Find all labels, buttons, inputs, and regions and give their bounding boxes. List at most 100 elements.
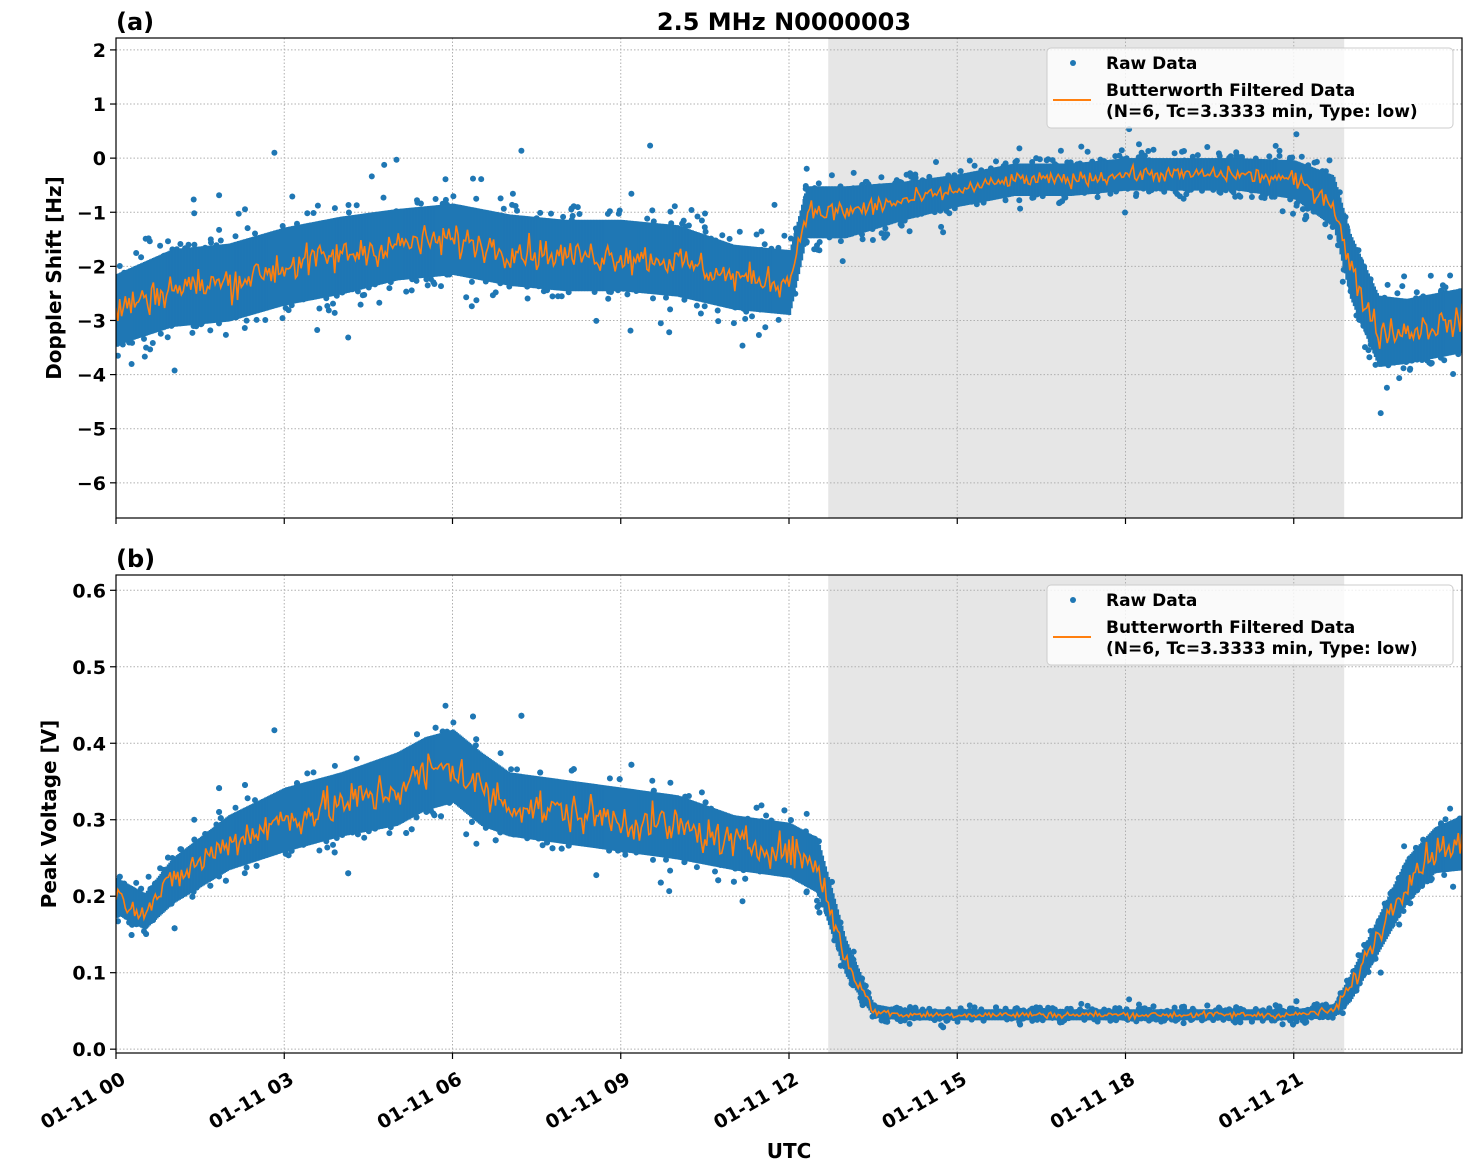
raw-point-band <box>581 219 584 292</box>
raw-point <box>715 318 722 325</box>
raw-point <box>781 232 788 239</box>
raw-point-band <box>1294 160 1297 200</box>
raw-point-band <box>1092 161 1095 194</box>
raw-point-band <box>561 219 564 291</box>
raw-point-band <box>344 216 347 294</box>
raw-point <box>185 241 192 248</box>
raw-point-band <box>1436 292 1439 358</box>
raw-point <box>243 317 250 324</box>
raw-point <box>463 831 470 838</box>
raw-point-band <box>352 215 355 292</box>
raw-point-band <box>243 239 246 318</box>
raw-point <box>647 142 654 149</box>
raw-point <box>622 851 629 858</box>
raw-point <box>324 303 331 309</box>
raw-point-band <box>1058 163 1061 196</box>
raw-point-band <box>1121 158 1124 192</box>
raw-point <box>957 168 964 175</box>
raw-point-band <box>1252 158 1255 193</box>
raw-point <box>568 205 575 212</box>
raw-point-band <box>506 214 509 286</box>
raw-point-band <box>805 187 808 240</box>
raw-point <box>1194 152 1201 159</box>
raw-point-band <box>1376 293 1379 365</box>
raw-point <box>216 192 223 199</box>
raw-point-band <box>1080 162 1083 195</box>
raw-point <box>244 795 251 802</box>
raw-point-band <box>756 247 759 312</box>
raw-point-band <box>1432 293 1435 359</box>
raw-point-band <box>926 178 929 215</box>
raw-point-band <box>531 216 534 289</box>
raw-point-band <box>916 179 919 218</box>
raw-point <box>644 215 651 222</box>
raw-point-band <box>914 180 917 218</box>
raw-point-band <box>920 179 923 216</box>
raw-point-band <box>241 239 244 318</box>
raw-point-band <box>466 206 469 278</box>
raw-point <box>666 329 673 336</box>
raw-point <box>524 295 531 302</box>
raw-point-band <box>542 217 545 290</box>
raw-point-band <box>584 219 587 292</box>
raw-point-band <box>986 168 989 202</box>
raw-point-band <box>310 222 313 301</box>
raw-point-band <box>917 179 920 217</box>
raw-point-band <box>632 220 635 293</box>
raw-point <box>345 334 352 341</box>
raw-point-band <box>884 183 887 226</box>
panel-label-a: (a) <box>116 8 154 36</box>
raw-point <box>438 283 444 290</box>
raw-point <box>497 750 504 757</box>
raw-point-band <box>1316 169 1320 216</box>
raw-point <box>742 315 749 322</box>
raw-point-band <box>941 176 944 211</box>
raw-point <box>1078 143 1085 150</box>
raw-point-band <box>1330 174 1333 226</box>
raw-point-band <box>482 209 485 281</box>
raw-point-band <box>1375 289 1378 361</box>
raw-point-band <box>240 240 243 319</box>
raw-point-band <box>1073 163 1076 196</box>
raw-point-band <box>1451 290 1454 355</box>
raw-point <box>468 278 475 285</box>
raw-point-band <box>223 244 226 322</box>
raw-point <box>897 221 904 228</box>
raw-point <box>1237 193 1244 200</box>
raw-point-band <box>857 185 860 235</box>
raw-point-band <box>433 205 436 277</box>
raw-point <box>966 1002 973 1009</box>
raw-point <box>549 293 556 300</box>
raw-point-band <box>685 228 688 299</box>
raw-point-band <box>823 186 826 239</box>
raw-point-band <box>123 270 126 343</box>
raw-point-band <box>1240 158 1243 192</box>
raw-point <box>500 205 507 212</box>
raw-point-band <box>162 253 165 331</box>
raw-point-band <box>521 215 524 287</box>
raw-point-band <box>350 215 353 292</box>
raw-point-band <box>1189 158 1192 191</box>
raw-point-band <box>678 225 681 298</box>
raw-point-band <box>1204 158 1207 191</box>
raw-point-band <box>1100 160 1103 194</box>
raw-point <box>157 330 164 337</box>
raw-point-band <box>760 247 763 313</box>
raw-point <box>424 282 431 289</box>
raw-point-band <box>670 224 674 297</box>
raw-point <box>361 291 368 298</box>
raw-point <box>235 210 242 217</box>
raw-point-band <box>754 246 757 312</box>
raw-point-band <box>705 235 708 304</box>
raw-point-band <box>929 178 932 214</box>
raw-point <box>814 246 821 253</box>
raw-point <box>232 804 239 811</box>
raw-point <box>1248 194 1255 200</box>
raw-point-band <box>605 219 608 292</box>
raw-point-band <box>896 182 899 223</box>
raw-point <box>663 856 669 863</box>
raw-point <box>316 305 323 312</box>
raw-point <box>243 864 250 871</box>
raw-point-band <box>904 181 907 221</box>
